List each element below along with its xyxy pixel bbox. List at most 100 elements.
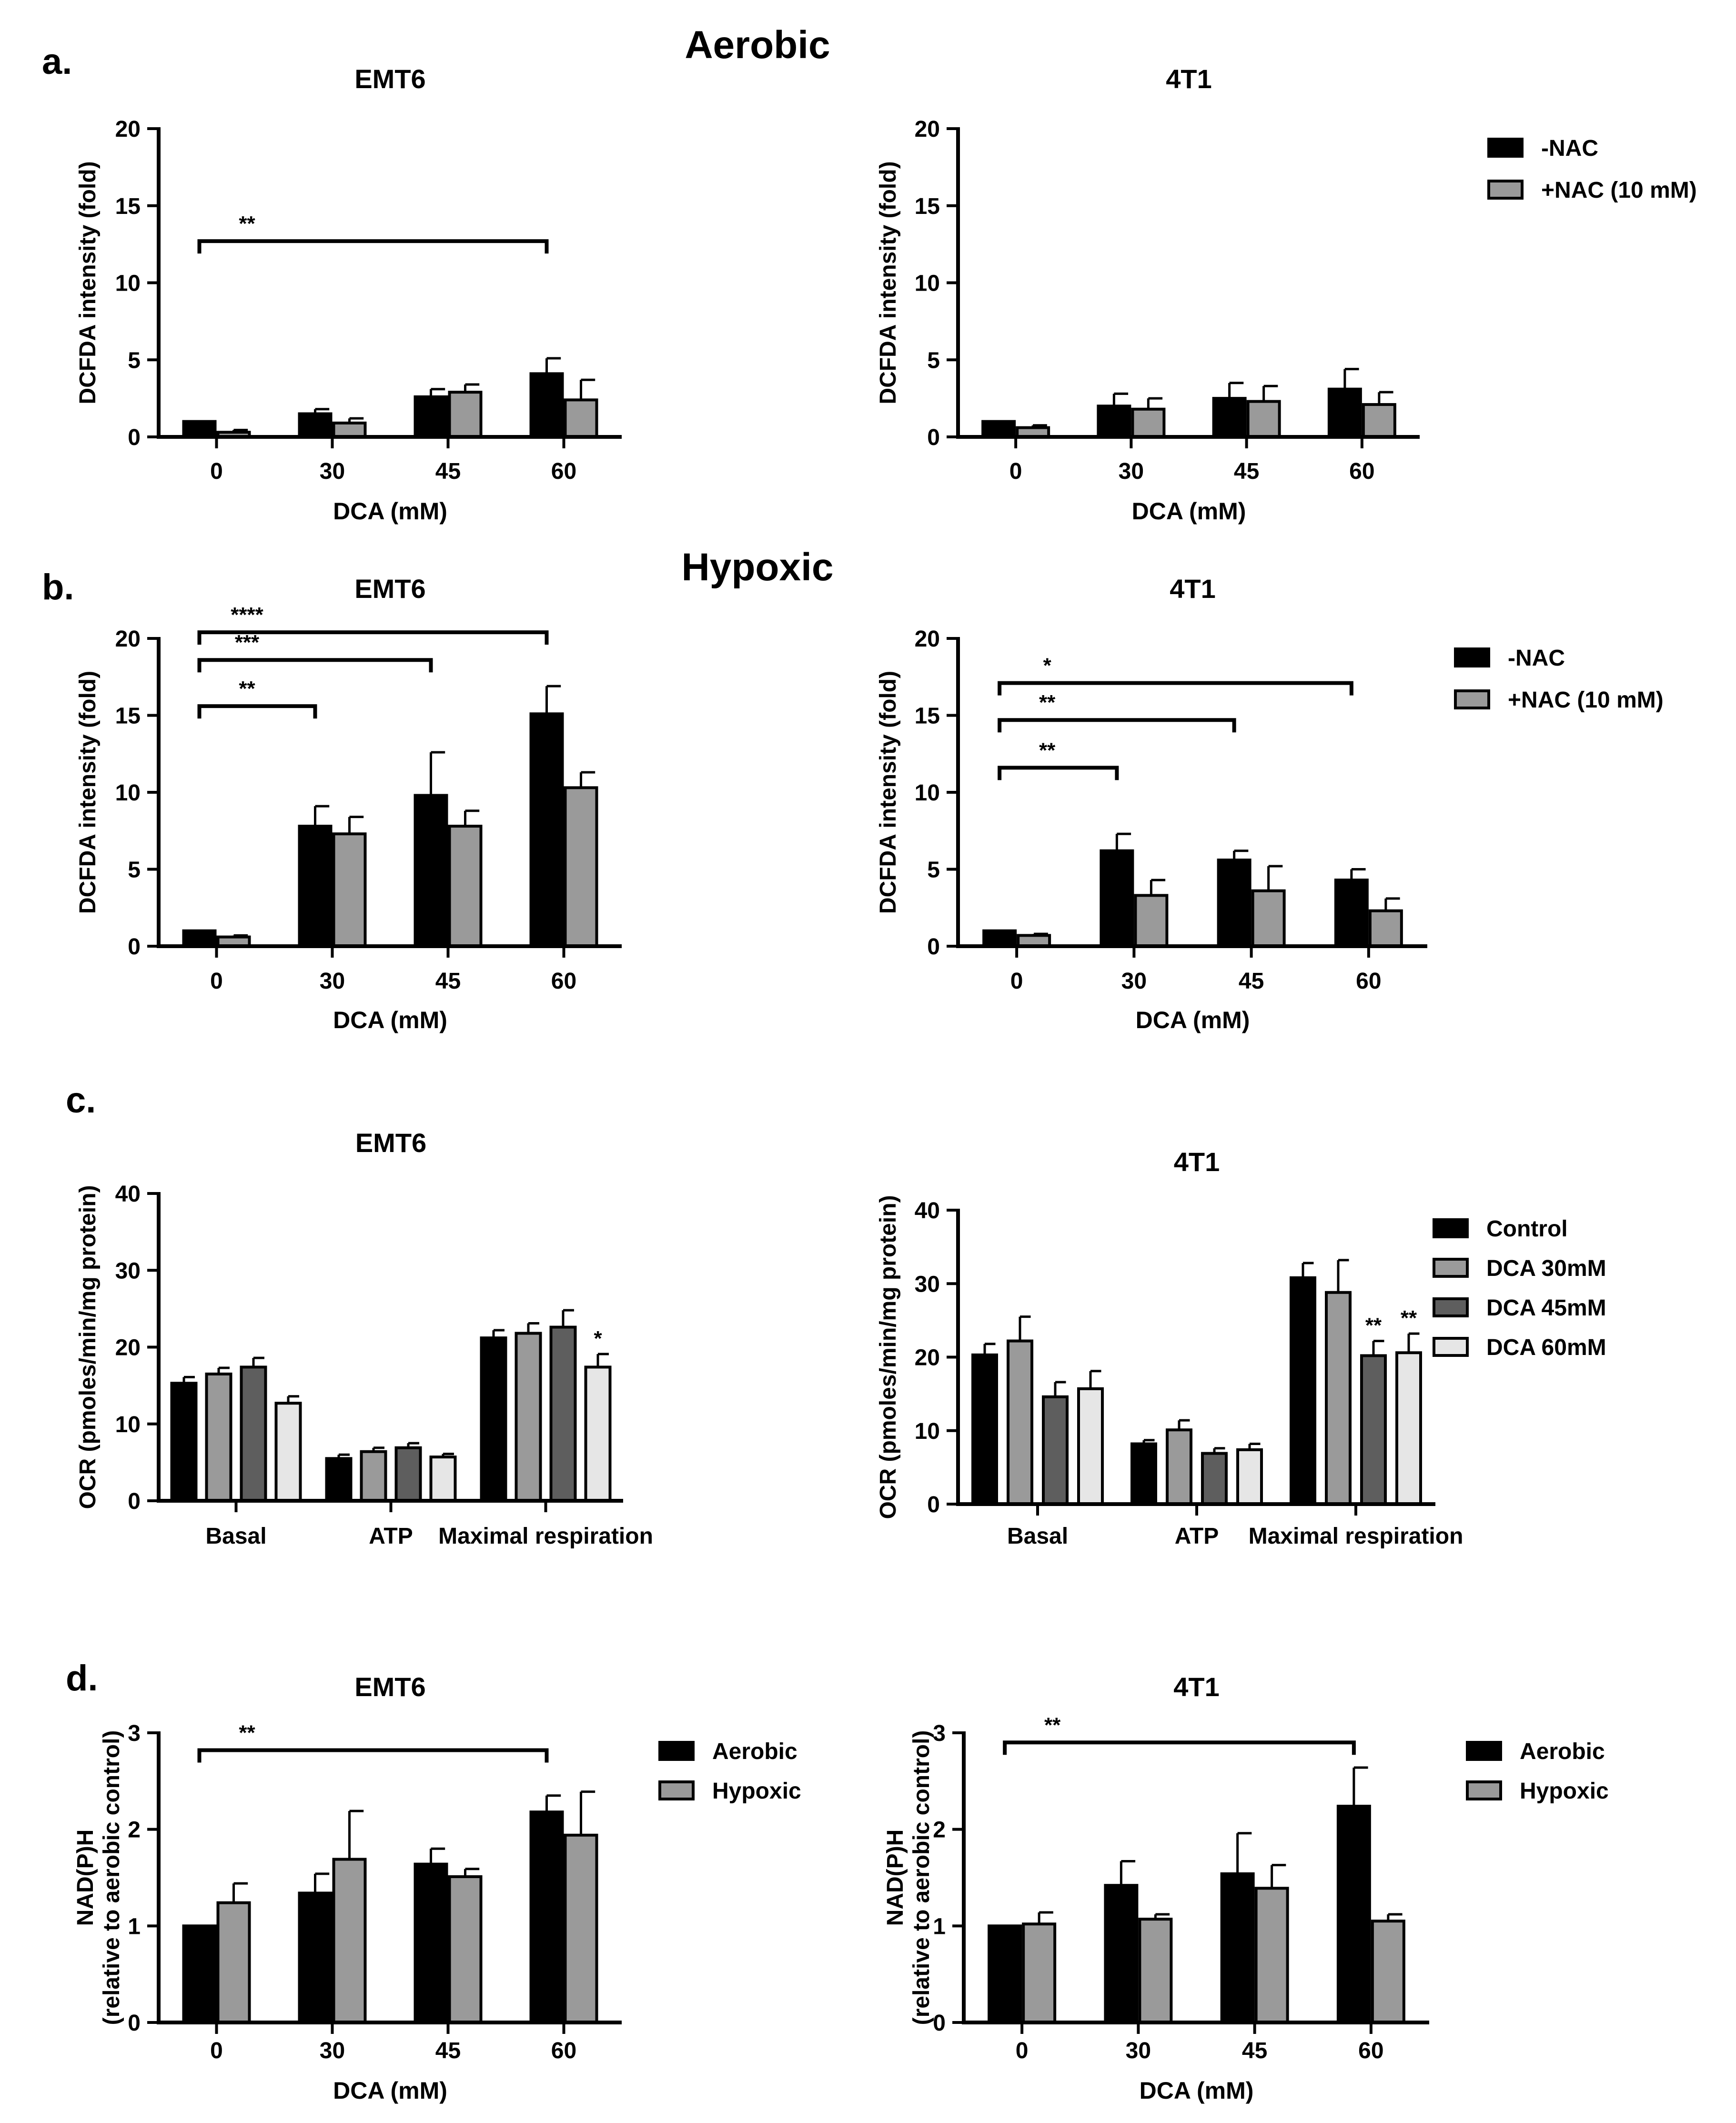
x-tick-label: Maximal respiration	[1249, 1524, 1463, 1549]
legend-swatch-0	[1466, 1741, 1502, 1761]
chart-c-4t1: 4T1 0 10 20 30 40 Basal ATP Maximal respiration O…	[876, 1147, 1606, 1549]
x-tick-label: 60	[551, 2038, 576, 2063]
bar-1-3	[1371, 1920, 1405, 2024]
y-tick-label: 30	[915, 1272, 940, 1297]
bar-1-3	[564, 1833, 598, 2024]
panel-letter-b: b.	[42, 567, 74, 607]
bar-2-2	[1360, 1354, 1387, 1506]
legend-swatch-1	[1433, 1258, 1469, 1278]
bar-0-3	[529, 1810, 564, 2024]
x-tick-label: 60	[1349, 459, 1374, 484]
significance-bracket-0	[998, 681, 1353, 696]
bar-0-0	[971, 1353, 998, 1506]
bar-0-2	[480, 1336, 507, 1502]
y-tick-label: 10	[915, 271, 940, 296]
x-tick-label: 30	[320, 969, 345, 994]
bar-3-2	[1395, 1351, 1422, 1506]
significance-label: **	[1044, 1713, 1061, 1737]
chart-title: EMT6	[355, 1128, 426, 1158]
bar-1-3	[1362, 403, 1396, 438]
bar-2-1	[1201, 1452, 1228, 1506]
bar-0-2	[1290, 1276, 1316, 1506]
y-tick-label: 30	[115, 1258, 141, 1284]
bar-significance-label: **	[1401, 1306, 1417, 1330]
y-tick-label: 0	[128, 1489, 141, 1514]
bar-0-1	[1104, 1884, 1139, 2024]
bar-1-0	[216, 1901, 251, 2024]
y-tick-label: 5	[927, 858, 940, 883]
significance-label: **	[239, 677, 255, 700]
y-tick-label: 0	[933, 2011, 946, 2036]
y-tick-label: 20	[115, 627, 141, 652]
y-axis-label: OCR (pmoles/min/mg protein)	[75, 1185, 101, 1509]
y-tick-label: 10	[915, 780, 940, 806]
bar-1-2	[1246, 400, 1281, 438]
bar-1-3	[1368, 909, 1403, 948]
y-tick-label: 2	[933, 1818, 946, 1843]
bar-1-2	[448, 391, 483, 438]
x-tick-label: 60	[1358, 2038, 1383, 2063]
panel-letter-d: d.	[66, 1658, 98, 1698]
bar-1-3	[564, 398, 598, 438]
y-tick-label: 40	[115, 1182, 141, 1207]
bar-1-1	[1134, 894, 1169, 948]
x-tick-label: 0	[210, 459, 223, 484]
bar-1-1	[332, 1858, 367, 2024]
bar-1-2	[448, 825, 483, 948]
x-tick-label: 45	[435, 2038, 461, 2063]
significance-bracket-0	[197, 1748, 549, 1763]
x-axis-label: DCA (mM)	[333, 1007, 447, 1033]
bar-0-2	[414, 395, 448, 439]
bar-0-1	[1130, 1442, 1157, 1506]
chart-title: 4T1	[1166, 64, 1212, 94]
x-tick-label: 45	[1242, 2038, 1267, 2063]
y-tick-label: 0	[128, 2011, 141, 2036]
bar-1-2	[515, 1332, 542, 1503]
bar-3-0	[274, 1402, 302, 1502]
bar-0-3	[529, 372, 564, 438]
x-tick-label: 60	[1356, 969, 1381, 994]
legend-swatch-1	[1454, 689, 1490, 709]
x-tick-label: 30	[320, 459, 345, 484]
bar-3-2	[584, 1365, 612, 1503]
legend-label: Control	[1486, 1216, 1568, 1242]
bar-0-0	[988, 1924, 1022, 2024]
chart-title: 4T1	[1174, 1147, 1220, 1177]
bar-0-0	[182, 420, 217, 439]
x-tick-label: 60	[551, 459, 576, 484]
x-axis-label: DCA (mM)	[333, 498, 447, 525]
x-tick-label: 0	[1016, 2038, 1029, 2063]
bar-0-2	[1220, 1872, 1255, 2024]
legend-label: DCA 30mM	[1486, 1256, 1606, 1281]
bar-1-1	[360, 1450, 387, 1503]
bar-1-1	[332, 832, 367, 948]
y-tick-label: 5	[128, 348, 141, 373]
y-axis-label: (relative to aerobic control)	[909, 1730, 934, 2025]
x-tick-label: 45	[435, 969, 461, 994]
legend-label: Aerobic	[1520, 1739, 1605, 1764]
bar-0-1	[1097, 404, 1131, 438]
chart-c-emt6: EMT6 0 10 20 30 40 Basal ATP Maximal respiration…	[75, 1128, 653, 1549]
x-tick-label: 45	[435, 459, 461, 484]
chart-title: 4T1	[1173, 1672, 1220, 1702]
bar-1-2	[448, 1875, 483, 2024]
x-axis-label: DCA (mM)	[1132, 498, 1246, 525]
bar-2-0	[240, 1365, 267, 1503]
y-axis-label: DCFDA intensity (fold)	[75, 161, 101, 404]
legend-label: +NAC (10 mM)	[1508, 687, 1664, 713]
bar-1-0	[205, 1372, 232, 1502]
bar-0-1	[298, 1891, 333, 2024]
chart-b-4t1: 4T1 0 5 10 15 20 0 30 45 60 DCA (mM) DCFDA intensit…	[876, 574, 1664, 1033]
bar-1-0	[1022, 1922, 1057, 2024]
y-tick-label: 0	[927, 934, 940, 960]
y-tick-label: 0	[927, 1492, 940, 1517]
legend-label: -NAC	[1508, 646, 1565, 671]
bar-1-1	[1138, 1918, 1173, 2024]
y-tick-label: 10	[115, 780, 141, 806]
bar-0-0	[981, 420, 1016, 439]
bar-0-1	[298, 412, 333, 438]
chart-title: EMT6	[354, 574, 425, 604]
y-tick-label: 20	[115, 117, 141, 142]
